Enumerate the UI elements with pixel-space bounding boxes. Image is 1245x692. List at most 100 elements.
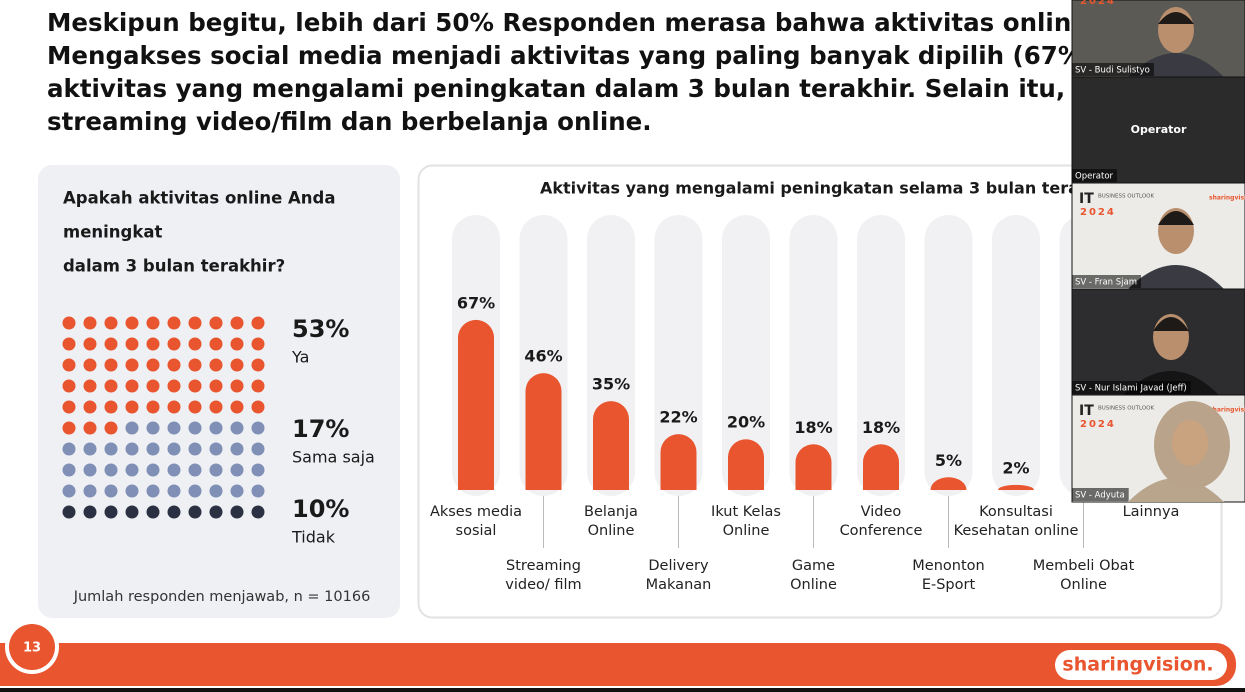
waffle-dot	[251, 505, 265, 519]
waffle-dot	[167, 421, 181, 435]
person-hair	[1158, 211, 1194, 225]
waffle-dot	[83, 421, 97, 435]
survey-question: dalam 3 bulan terakhir?	[63, 257, 285, 276]
name-tag	[1072, 381, 1191, 394]
waffle-dot	[83, 337, 97, 351]
heading-line: streaming video/film dan berbelanja onli…	[47, 107, 652, 136]
heading-line: Mengakses social media menjadi aktivitas…	[47, 41, 1201, 70]
waffle-dot	[251, 337, 265, 351]
waffle-dot	[188, 358, 202, 372]
waffle-dot	[209, 358, 223, 372]
waffle-dot	[230, 316, 244, 330]
brand-mark: IT	[1079, 403, 1094, 419]
waffle-dot	[104, 421, 118, 435]
brand-sponsor: sharingvisio	[1209, 195, 1245, 202]
waffle-dot	[188, 337, 202, 351]
waffle-dot	[104, 379, 118, 393]
waffle-dot	[146, 505, 160, 519]
bar-track	[722, 215, 770, 496]
waffle-dot	[104, 463, 118, 477]
bar-value-label: 2%	[1002, 458, 1029, 477]
waffle-dot	[230, 337, 244, 351]
person-body	[1128, 265, 1224, 289]
stat-name: Tidak	[291, 528, 336, 547]
waffle-dot	[188, 316, 202, 330]
page-number: 13	[23, 641, 41, 656]
waffle-dot	[104, 484, 118, 498]
participant-name: SV - Fran Sjam	[1075, 278, 1137, 288]
bar-value-label: 18%	[794, 418, 832, 437]
brand-text: BUSINESS OUTLOOK	[1098, 406, 1154, 412]
stat-name: Sama saja	[292, 448, 375, 467]
bar	[930, 477, 967, 490]
bar-value-label: 67%	[457, 293, 495, 312]
bar-track	[857, 215, 905, 496]
waffle-dot	[146, 358, 160, 372]
person-hair	[1153, 317, 1189, 331]
waffle-dot	[83, 400, 97, 414]
footer-band	[0, 643, 1236, 686]
waffle-dot	[146, 316, 160, 330]
waffle-dot	[125, 505, 139, 519]
name-tag	[1072, 275, 1141, 288]
waffle-dot	[167, 463, 181, 477]
participant-name: SV - Budi Sulistyo	[1075, 66, 1150, 76]
waffle-dot	[146, 463, 160, 477]
bar	[458, 319, 494, 490]
heading-line: aktivitas yang mengalami peningkatan dal…	[47, 74, 1187, 103]
name-tag	[1072, 169, 1118, 182]
waffle-dot	[167, 358, 181, 372]
waffle-dot	[251, 463, 265, 477]
x-category-label: Belanja Online	[584, 504, 638, 539]
waffle-dot	[188, 379, 202, 393]
waffle-dot	[62, 358, 76, 372]
stat-value: 53%	[292, 315, 349, 343]
waffle-dot	[62, 463, 76, 477]
waffle-dot	[230, 442, 244, 456]
bar-value-label: 22%	[659, 408, 697, 427]
waffle-dot	[209, 379, 223, 393]
waffle-dot	[104, 316, 118, 330]
x-category-label: Delivery Makanan	[646, 558, 712, 593]
waffle-dot	[83, 379, 97, 393]
stat-value: 10%	[292, 495, 349, 523]
waffle-dot	[146, 421, 160, 435]
waffle-dot	[251, 379, 265, 393]
stat-value: 17%	[292, 415, 349, 443]
waffle-dot	[230, 463, 244, 477]
bar-track	[924, 215, 973, 496]
brand-year: 2024	[1080, 0, 1116, 7]
waffle-dot	[62, 505, 76, 519]
waffle-dot	[125, 484, 139, 498]
brand-mark: IT	[1079, 191, 1094, 207]
logo: sharingvision.	[1062, 654, 1213, 676]
waffle-dot	[146, 400, 160, 414]
participant-name: Operator	[1075, 172, 1114, 182]
waffle-dot	[209, 421, 223, 435]
waffle-dot	[188, 442, 202, 456]
bar-track	[654, 215, 703, 496]
waffle-dot	[251, 400, 265, 414]
waffle-dot	[251, 421, 265, 435]
x-category-label: Streaming video/ film	[505, 558, 581, 593]
waffle-dot	[209, 337, 223, 351]
x-category-label: Akses media sosial	[430, 504, 522, 539]
waffle-dot	[104, 337, 118, 351]
participant-name: SV - Adyuta	[1075, 491, 1125, 501]
waffle-dot	[209, 484, 223, 498]
name-tag	[1072, 488, 1129, 501]
survey-question: Apakah aktivitas online Anda	[63, 189, 336, 208]
waffle-dot	[230, 400, 244, 414]
waffle-dot	[188, 484, 202, 498]
bar-value-label: 5%	[935, 451, 962, 470]
waffle-dot	[146, 337, 160, 351]
survey-question: meningkat	[63, 223, 162, 242]
waffle-dot	[188, 400, 202, 414]
survey-note: Jumlah responden menjawab, n = 10166	[73, 589, 371, 605]
waffle-dot	[209, 400, 223, 414]
bottom-edge	[0, 688, 1245, 692]
waffle-dot	[167, 337, 181, 351]
waffle-dot	[125, 337, 139, 351]
waffle-dot	[167, 379, 181, 393]
